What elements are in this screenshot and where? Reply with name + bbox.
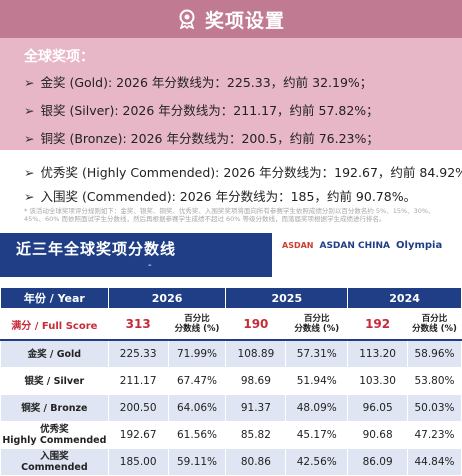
table-cell: 200.50 (107, 394, 169, 422)
logo-asdan-china: ASDAN CHINA (319, 240, 391, 251)
table-cell: 50.03% (407, 394, 462, 422)
table-cell: 67.47% (167, 367, 227, 395)
table-cell: 64.06% (167, 394, 227, 422)
full-score-2024: 192 (347, 308, 409, 341)
table-cell: 61.56% (167, 421, 227, 449)
table-row: 铜奖 / Bronze 200.50 64.06% 91.37 48.09% 9… (0, 394, 462, 422)
table-cell: 58.96% (407, 339, 462, 368)
logo-olympia: Olympia (396, 240, 443, 251)
table-cell: 185.00 (107, 448, 169, 476)
table-cell: 44.84% (407, 448, 462, 476)
global-awards-label: 全球奖项： (24, 49, 94, 65)
footnote: * 该活动全球奖项评分规则如下：金奖、银奖、铜奖、优秀奖、入围奖奖项将面向所有参… (24, 207, 435, 223)
table-cell: 211.17 (107, 367, 169, 395)
table-cell: 90.68 (347, 421, 409, 449)
table-row: 入围奖 Commended 185.00 59.11% 80.86 42.56% … (0, 448, 462, 476)
table-cell: 71.99% (167, 339, 227, 368)
header-2026: 2026 (107, 287, 227, 309)
table-cell: 42.56% (285, 448, 349, 476)
full-score-2025: 190 (225, 308, 287, 341)
table-cell: 192.67 (107, 421, 169, 449)
arrow-icon: ➢ (24, 131, 35, 146)
table-cell: 59.11% (167, 448, 227, 476)
banner-dash: - (148, 260, 152, 271)
full-score-2026: 313 (107, 308, 169, 341)
award-line-commended: ➢ 入围奖 (Commended): 2026 年分数线为：185，约前 90.7… (24, 189, 417, 204)
table-section-title: 近三年全球奖项分数线 (16, 240, 177, 258)
pct-header: 百分比 分数线 (%) (407, 308, 462, 341)
award-line-highly-commended: ➢ 优秀奖 (Highly Commended): 2026 年分数线为：192.… (24, 165, 462, 180)
top-banner: 奖项设置 (0, 0, 462, 38)
table-cell: 113.20 (347, 339, 409, 368)
award-line-gold: ➢ 金奖 (Gold): 2026 年分数线为：225.33，约前 32.19%； (24, 75, 373, 90)
arrow-icon: ➢ (24, 189, 35, 204)
pct-header: 百分比 分数线 (%) (167, 308, 227, 341)
score-table: 年份 / Year 2026 2025 2024 满分 / Full Score… (0, 287, 462, 476)
row-label: 优秀奖 Highly Commended (0, 421, 109, 449)
award-line-bronze: ➢ 铜奖 (Bronze): 2026 年分数线为：200.5，约前 76.23%… (24, 131, 379, 146)
arrow-icon: ➢ (24, 75, 35, 90)
pct-header: 百分比 分数线 (%) (285, 308, 349, 341)
table-cell: 80.86 (225, 448, 287, 476)
arrow-icon: ➢ (24, 165, 35, 180)
logo-asdan: ASDAN (282, 241, 314, 250)
row-label: 银奖 / Silver (0, 367, 109, 395)
table-cell: 91.37 (225, 394, 287, 422)
header-2025: 2025 (225, 287, 349, 309)
table-cell: 48.09% (285, 394, 349, 422)
table-cell: 57.31% (285, 339, 349, 368)
table-cell: 53.80% (407, 367, 462, 395)
table-cell: 47.23% (407, 421, 462, 449)
table-cell: 51.94% (285, 367, 349, 395)
table-cell: 96.05 (347, 394, 409, 422)
arrow-icon: ➢ (24, 103, 35, 118)
table-cell: 108.89 (225, 339, 287, 368)
row-label: 入围奖 Commended (0, 448, 109, 476)
table-cell: 45.17% (285, 421, 349, 449)
global-awards-section: 全球奖项： (0, 38, 462, 150)
award-line-silver: ➢ 银奖 (Silver): 2026 年分数线为：211.17，约前 57.82… (24, 103, 379, 118)
table-cell: 85.82 (225, 421, 287, 449)
table-cell: 86.09 (347, 448, 409, 476)
header-year: 年份 / Year (0, 287, 109, 309)
banner-title: 奖项设置 (204, 9, 285, 32)
award-badge-icon (177, 9, 197, 29)
table-row: 优秀奖 Highly Commended 192.67 61.56% 85.82 … (0, 421, 462, 449)
full-score-label: 满分 / Full Score (0, 308, 109, 341)
header-2024: 2024 (347, 287, 462, 309)
table-section-banner: 近三年全球奖项分数线 - (0, 233, 272, 277)
table-row: 金奖 / Gold 225.33 71.99% 108.89 57.31% 11… (0, 339, 462, 368)
partner-logos: ASDAN ASDAN CHINA Olympia (282, 240, 442, 251)
table-row: 银奖 / Silver 211.17 67.47% 98.69 51.94% 1… (0, 367, 462, 395)
table-cell: 225.33 (107, 339, 169, 368)
row-label: 金奖 / Gold (0, 339, 109, 368)
table-cell: 98.69 (225, 367, 287, 395)
table-cell: 103.30 (347, 367, 409, 395)
row-label: 铜奖 / Bronze (0, 394, 109, 422)
